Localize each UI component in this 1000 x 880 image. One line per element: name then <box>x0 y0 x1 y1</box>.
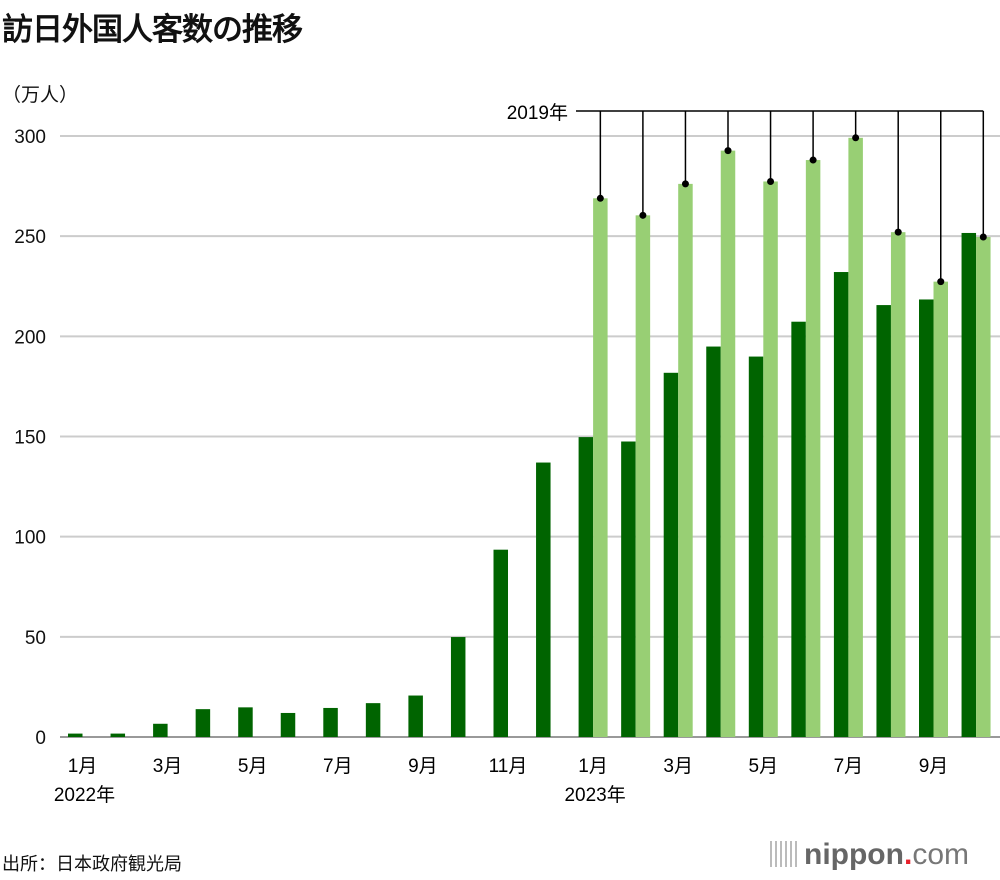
x-tick-label: 9月 <box>919 756 949 777</box>
bar-2023-3 <box>663 372 679 737</box>
logo-dot: . <box>903 838 913 871</box>
bar-2019-9 <box>933 281 948 737</box>
y-axis-unit: （万人） <box>2 84 79 106</box>
bar-2022-11 <box>493 549 508 737</box>
annotation-dot <box>894 228 902 236</box>
bar-2022-10 <box>450 637 466 737</box>
x-tick-label: 5月 <box>749 756 779 777</box>
annotation-dot <box>596 194 604 202</box>
chart-title: 訪日外国人客数の推移 <box>2 12 303 48</box>
x-tick-label: 9月 <box>408 756 438 777</box>
bar-2022-7 <box>323 707 338 737</box>
bar-2022-3 <box>153 723 168 737</box>
x-tick-label: 3月 <box>663 756 693 777</box>
y-tick-label: 100 <box>14 528 46 549</box>
bar-2022-8 <box>365 703 381 737</box>
x-tick-label: 1月 <box>578 756 608 777</box>
bar-2022-12 <box>536 462 551 737</box>
bar-2019-4 <box>720 150 736 737</box>
bar-2019-3 <box>678 183 693 738</box>
x-tick-label: 3月 <box>153 756 183 777</box>
source-note: 出所：日本政府観光局 <box>2 854 182 875</box>
year-label: 2022年 <box>54 784 115 806</box>
bar-2023-4 <box>706 346 721 737</box>
bar-2022-9 <box>408 695 423 737</box>
bar-2019-2 <box>635 215 651 737</box>
logo-icon <box>770 841 798 867</box>
bar-2022-6 <box>280 712 296 737</box>
bar-2023-9 <box>919 299 934 737</box>
bar-2019-5 <box>763 181 778 738</box>
annotation-dot <box>681 180 689 188</box>
bar-2019-7 <box>848 137 863 738</box>
bar-2019-6 <box>805 160 821 738</box>
annotation-dot <box>979 233 987 241</box>
x-tick-label: 11月 <box>489 756 528 777</box>
x-tick-label: 5月 <box>238 756 268 777</box>
y-tick-label: 0 <box>35 728 46 749</box>
bar-2022-2 <box>110 733 126 737</box>
bar-2023-8 <box>876 305 891 737</box>
annotation-dot <box>724 147 732 155</box>
annotation-dot <box>937 278 945 286</box>
bar-2023-1 <box>578 437 594 737</box>
bar-2022-1 <box>68 733 83 737</box>
y-tick-label: 50 <box>25 628 46 649</box>
bar-2023-5 <box>748 356 764 737</box>
y-tick-label: 200 <box>14 327 46 348</box>
annotation-dot <box>767 177 775 185</box>
y-tick-label: 150 <box>14 428 46 449</box>
bar-2023-2 <box>621 441 636 737</box>
annotation-label: 2019年 <box>507 102 568 124</box>
bar-2019-8 <box>890 232 906 737</box>
bar-2019-1 <box>593 198 608 738</box>
annotation-dot <box>852 134 860 142</box>
x-tick-label: 1月 <box>68 756 98 777</box>
annotation-dot <box>809 156 817 164</box>
bar-2023-6 <box>791 321 806 737</box>
logo-name: nippon <box>804 838 904 871</box>
bar-2019-10 <box>976 236 991 737</box>
logo-tld: com <box>912 838 969 871</box>
y-tick-label: 250 <box>14 227 46 248</box>
annotation-dot <box>639 211 647 219</box>
bar-2022-4 <box>195 709 211 737</box>
x-tick-label: 7月 <box>323 756 353 777</box>
bar-2023-7 <box>833 272 849 737</box>
x-tick-label: 7月 <box>834 756 864 777</box>
bar-2022-5 <box>238 707 253 737</box>
bar-2023-10 <box>961 232 977 737</box>
year-label: 2023年 <box>564 784 625 806</box>
y-tick-label: 300 <box>14 127 46 148</box>
nippon-logo: nippon.com <box>770 838 969 872</box>
